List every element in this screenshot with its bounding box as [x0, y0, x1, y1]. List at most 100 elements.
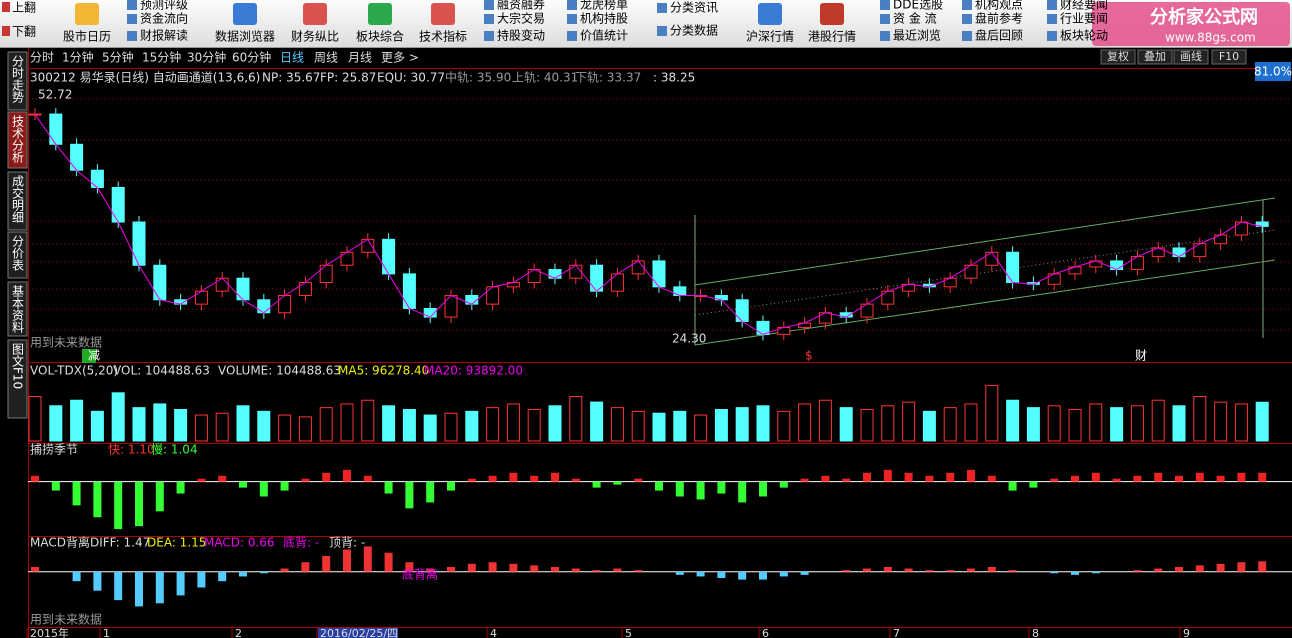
volume-bar [1172, 405, 1186, 442]
toolbar-button[interactable]: 数据浏览器 [215, 29, 275, 44]
candle [610, 273, 624, 292]
volume-bar [236, 405, 250, 442]
toolbar-item[interactable]: 龙虎榜单 [580, 0, 628, 12]
toolbar-item[interactable]: 持股变动 [497, 28, 545, 43]
button-icon [758, 3, 782, 25]
page-icon [2, 26, 10, 36]
season-bar [675, 481, 684, 497]
period-tab[interactable]: 月线 [348, 51, 372, 65]
period-tab[interactable]: 60分钟 [232, 50, 271, 65]
macd-bar [239, 571, 247, 577]
period-tab[interactable]: 15分钟 [142, 50, 181, 65]
volume-bar [694, 414, 708, 442]
right-button-bg [1100, 49, 1136, 65]
button-icon [233, 3, 257, 25]
toolbar-item[interactable]: 机构持股 [580, 11, 628, 26]
toolbar-item[interactable]: DDE选股 [893, 0, 943, 12]
zoom-box[interactable] [1255, 62, 1291, 81]
toolbar-button[interactable]: 板块综合 [356, 29, 404, 44]
toolbar-item[interactable]: 板块轮动 [1060, 29, 1108, 43]
toolbar-item[interactable]: 机构观点 [975, 0, 1023, 12]
side-tab[interactable]: 分价表 [11, 235, 25, 271]
volume-bar [194, 414, 208, 442]
side-tab[interactable]: 技术分析 [11, 115, 25, 164]
side-tab[interactable]: 成交明细 [11, 175, 25, 223]
button-icon [303, 3, 327, 25]
volume-bar [1026, 407, 1040, 442]
right-button[interactable]: 叠加 [1144, 50, 1166, 63]
macd-bar [176, 571, 185, 596]
season-bar [717, 481, 726, 494]
volume-bar [340, 403, 354, 442]
indicator-label: DIFF: 1.47 [90, 536, 150, 550]
channel-mid [694, 229, 1276, 316]
macd-bar [987, 566, 996, 572]
toolbar-item[interactable]: 价值统计 [580, 28, 628, 43]
macd-bar [592, 570, 601, 572]
toolbar-item[interactable]: 分类数据 [670, 23, 718, 38]
side-tab[interactable]: 图文F10 [11, 343, 25, 389]
toolbar-item[interactable]: 预测评级 [140, 0, 188, 12]
macd-bar [1237, 562, 1246, 572]
season-bar [1071, 475, 1079, 482]
item-icon [567, 14, 577, 24]
macd-bar [1175, 566, 1183, 572]
macd-bar [925, 570, 934, 572]
volume-bar [818, 399, 832, 442]
toolbar-button[interactable]: 技术指标 [419, 29, 467, 44]
indicator-label: MACD背离 [30, 535, 90, 550]
volume-bar [111, 392, 125, 442]
period-tab[interactable]: 5分钟 [102, 50, 134, 65]
x-axis-label: 2015年 [30, 626, 69, 638]
item-icon [127, 31, 137, 41]
page-button[interactable]: 上翻 [12, 1, 36, 15]
volume-bar [361, 399, 375, 442]
macd-bar [571, 568, 580, 572]
macd-bar [717, 571, 726, 579]
macd-bar [738, 571, 747, 580]
item-icon [484, 14, 494, 24]
candle [278, 294, 292, 314]
candle [569, 264, 583, 279]
period-tab[interactable]: 日线 [280, 51, 304, 65]
macd-bar [551, 566, 559, 572]
toolbar-item[interactable]: 行业要闻 [1060, 12, 1108, 26]
macd-bar [1008, 570, 1017, 572]
indicator-label: 上轨: 40.31 [512, 71, 578, 85]
volume-bar [964, 403, 978, 442]
toolbar-item[interactable]: 融资融券 [497, 0, 545, 12]
right-button[interactable]: 画线 [1180, 49, 1202, 63]
season-bar [1008, 481, 1017, 491]
period-tab[interactable]: 周线 [314, 51, 338, 65]
season-bar [488, 475, 497, 482]
right-button-bg [1137, 49, 1173, 65]
toolbar-button[interactable]: 港股行情 [808, 30, 856, 44]
toolbar-item[interactable]: 财报解读 [140, 28, 188, 43]
season-bar [1175, 475, 1183, 482]
toolbar-item[interactable]: 资金流向 [140, 11, 188, 26]
volume-bar [590, 401, 604, 442]
toolbar-item[interactable]: 盘前参考 [975, 11, 1023, 26]
toolbar-item[interactable]: 分类资讯 [670, 1, 718, 15]
volume-bar [49, 405, 63, 442]
toolbar-button[interactable]: 股市日历 [63, 29, 111, 44]
right-button[interactable]: F10 [1219, 50, 1239, 63]
right-button-bg [1211, 49, 1247, 65]
season-bar [93, 481, 102, 518]
toolbar-button[interactable]: 沪深行情 [746, 30, 794, 44]
toolbar-button[interactable]: 财务纵比 [291, 29, 339, 44]
period-tab[interactable]: 更多 > [381, 51, 419, 65]
toolbar-item[interactable]: 财经要闻 [1060, 0, 1108, 12]
right-button[interactable]: 复权 [1107, 49, 1129, 63]
side-tab[interactable]: 基本资料 [11, 285, 25, 333]
period-tab[interactable]: 分时 [30, 51, 54, 65]
toolbar-item[interactable]: 最近浏览 [893, 28, 941, 43]
season-bar [1216, 475, 1225, 482]
page-button[interactable]: 下翻 [12, 25, 36, 39]
toolbar-item[interactable]: 大宗交易 [497, 11, 545, 26]
toolbar-item[interactable]: 盘后回顾 [975, 28, 1023, 43]
period-tab[interactable]: 30分钟 [187, 50, 226, 65]
side-tab[interactable]: 分时走势 [11, 55, 25, 103]
toolbar-item[interactable]: 资 金 流 [893, 11, 937, 26]
period-tab[interactable]: 1分钟 [62, 50, 94, 65]
